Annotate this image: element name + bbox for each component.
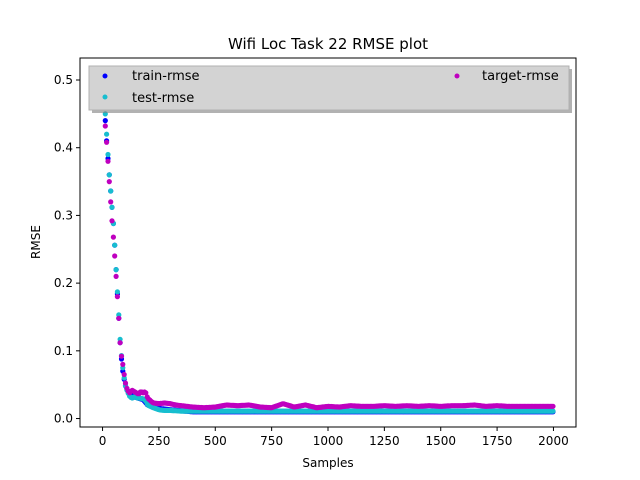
data-point bbox=[110, 234, 116, 240]
data-point bbox=[104, 139, 110, 145]
data-point bbox=[113, 267, 119, 273]
x-tick-label: 1500 bbox=[425, 434, 456, 448]
data-point bbox=[116, 315, 122, 321]
data-point bbox=[102, 118, 108, 124]
legend-marker-target-rmse bbox=[454, 73, 460, 79]
data-point bbox=[550, 408, 556, 414]
x-tick-label: 750 bbox=[260, 434, 283, 448]
data-point bbox=[102, 123, 108, 129]
x-axis-label: Samples bbox=[302, 456, 353, 470]
y-axis-label: RMSE bbox=[29, 225, 43, 259]
series-test-rmse bbox=[99, 84, 556, 414]
x-tick-label: 500 bbox=[204, 434, 227, 448]
series-layer bbox=[99, 77, 556, 415]
data-point bbox=[121, 371, 127, 378]
data-point bbox=[120, 361, 126, 367]
y-axis: 0.0 0.1 0.2 0.3 0.4 0.5 bbox=[54, 73, 80, 426]
data-point bbox=[143, 390, 149, 396]
legend-marker-train-rmse bbox=[102, 73, 108, 79]
data-point bbox=[105, 158, 111, 164]
x-tick-label: 1250 bbox=[369, 434, 400, 448]
y-tick-label: 0.2 bbox=[54, 276, 73, 290]
data-point bbox=[112, 253, 118, 259]
y-tick-label: 0.4 bbox=[54, 141, 73, 155]
series-target-rmse bbox=[99, 77, 556, 411]
x-tick-label: 2000 bbox=[538, 434, 569, 448]
data-point bbox=[113, 273, 119, 279]
y-tick-label: 0.3 bbox=[54, 208, 73, 222]
legend: train-rmse test-rmse target-rmse bbox=[88, 65, 572, 113]
legend-label-test-rmse: test-rmse bbox=[132, 91, 194, 106]
data-point bbox=[114, 294, 120, 300]
y-tick-label: 0.1 bbox=[54, 344, 73, 358]
data-point bbox=[118, 353, 125, 359]
x-axis: 0 250 500 750 1000 1250 1500 1750 2000 bbox=[99, 427, 569, 448]
data-point bbox=[122, 380, 129, 386]
data-point bbox=[109, 204, 115, 210]
plot-area bbox=[80, 58, 576, 427]
data-point bbox=[104, 131, 110, 137]
data-point bbox=[109, 218, 115, 224]
data-point bbox=[550, 403, 556, 409]
y-tick-label: 0.5 bbox=[54, 73, 73, 87]
y-tick-label: 0.0 bbox=[54, 412, 73, 426]
x-tick-label: 1750 bbox=[482, 434, 513, 448]
data-point bbox=[112, 242, 118, 248]
x-tick-label: 250 bbox=[147, 434, 170, 448]
legend-label-target-rmse: target-rmse bbox=[482, 69, 559, 84]
data-point bbox=[105, 151, 111, 158]
data-point bbox=[114, 289, 120, 295]
legend-box bbox=[88, 65, 570, 111]
data-point bbox=[108, 188, 114, 194]
x-tick-label: 1000 bbox=[313, 434, 344, 448]
data-point bbox=[108, 199, 114, 205]
legend-marker-test-rmse bbox=[102, 94, 108, 100]
data-point bbox=[117, 340, 123, 346]
chart-title: Wifi Loc Task 22 RMSE plot bbox=[228, 35, 428, 53]
data-point bbox=[106, 172, 112, 178]
x-tick-label: 0 bbox=[99, 434, 107, 448]
legend-label-train-rmse: train-rmse bbox=[132, 69, 200, 84]
data-point bbox=[106, 179, 112, 185]
